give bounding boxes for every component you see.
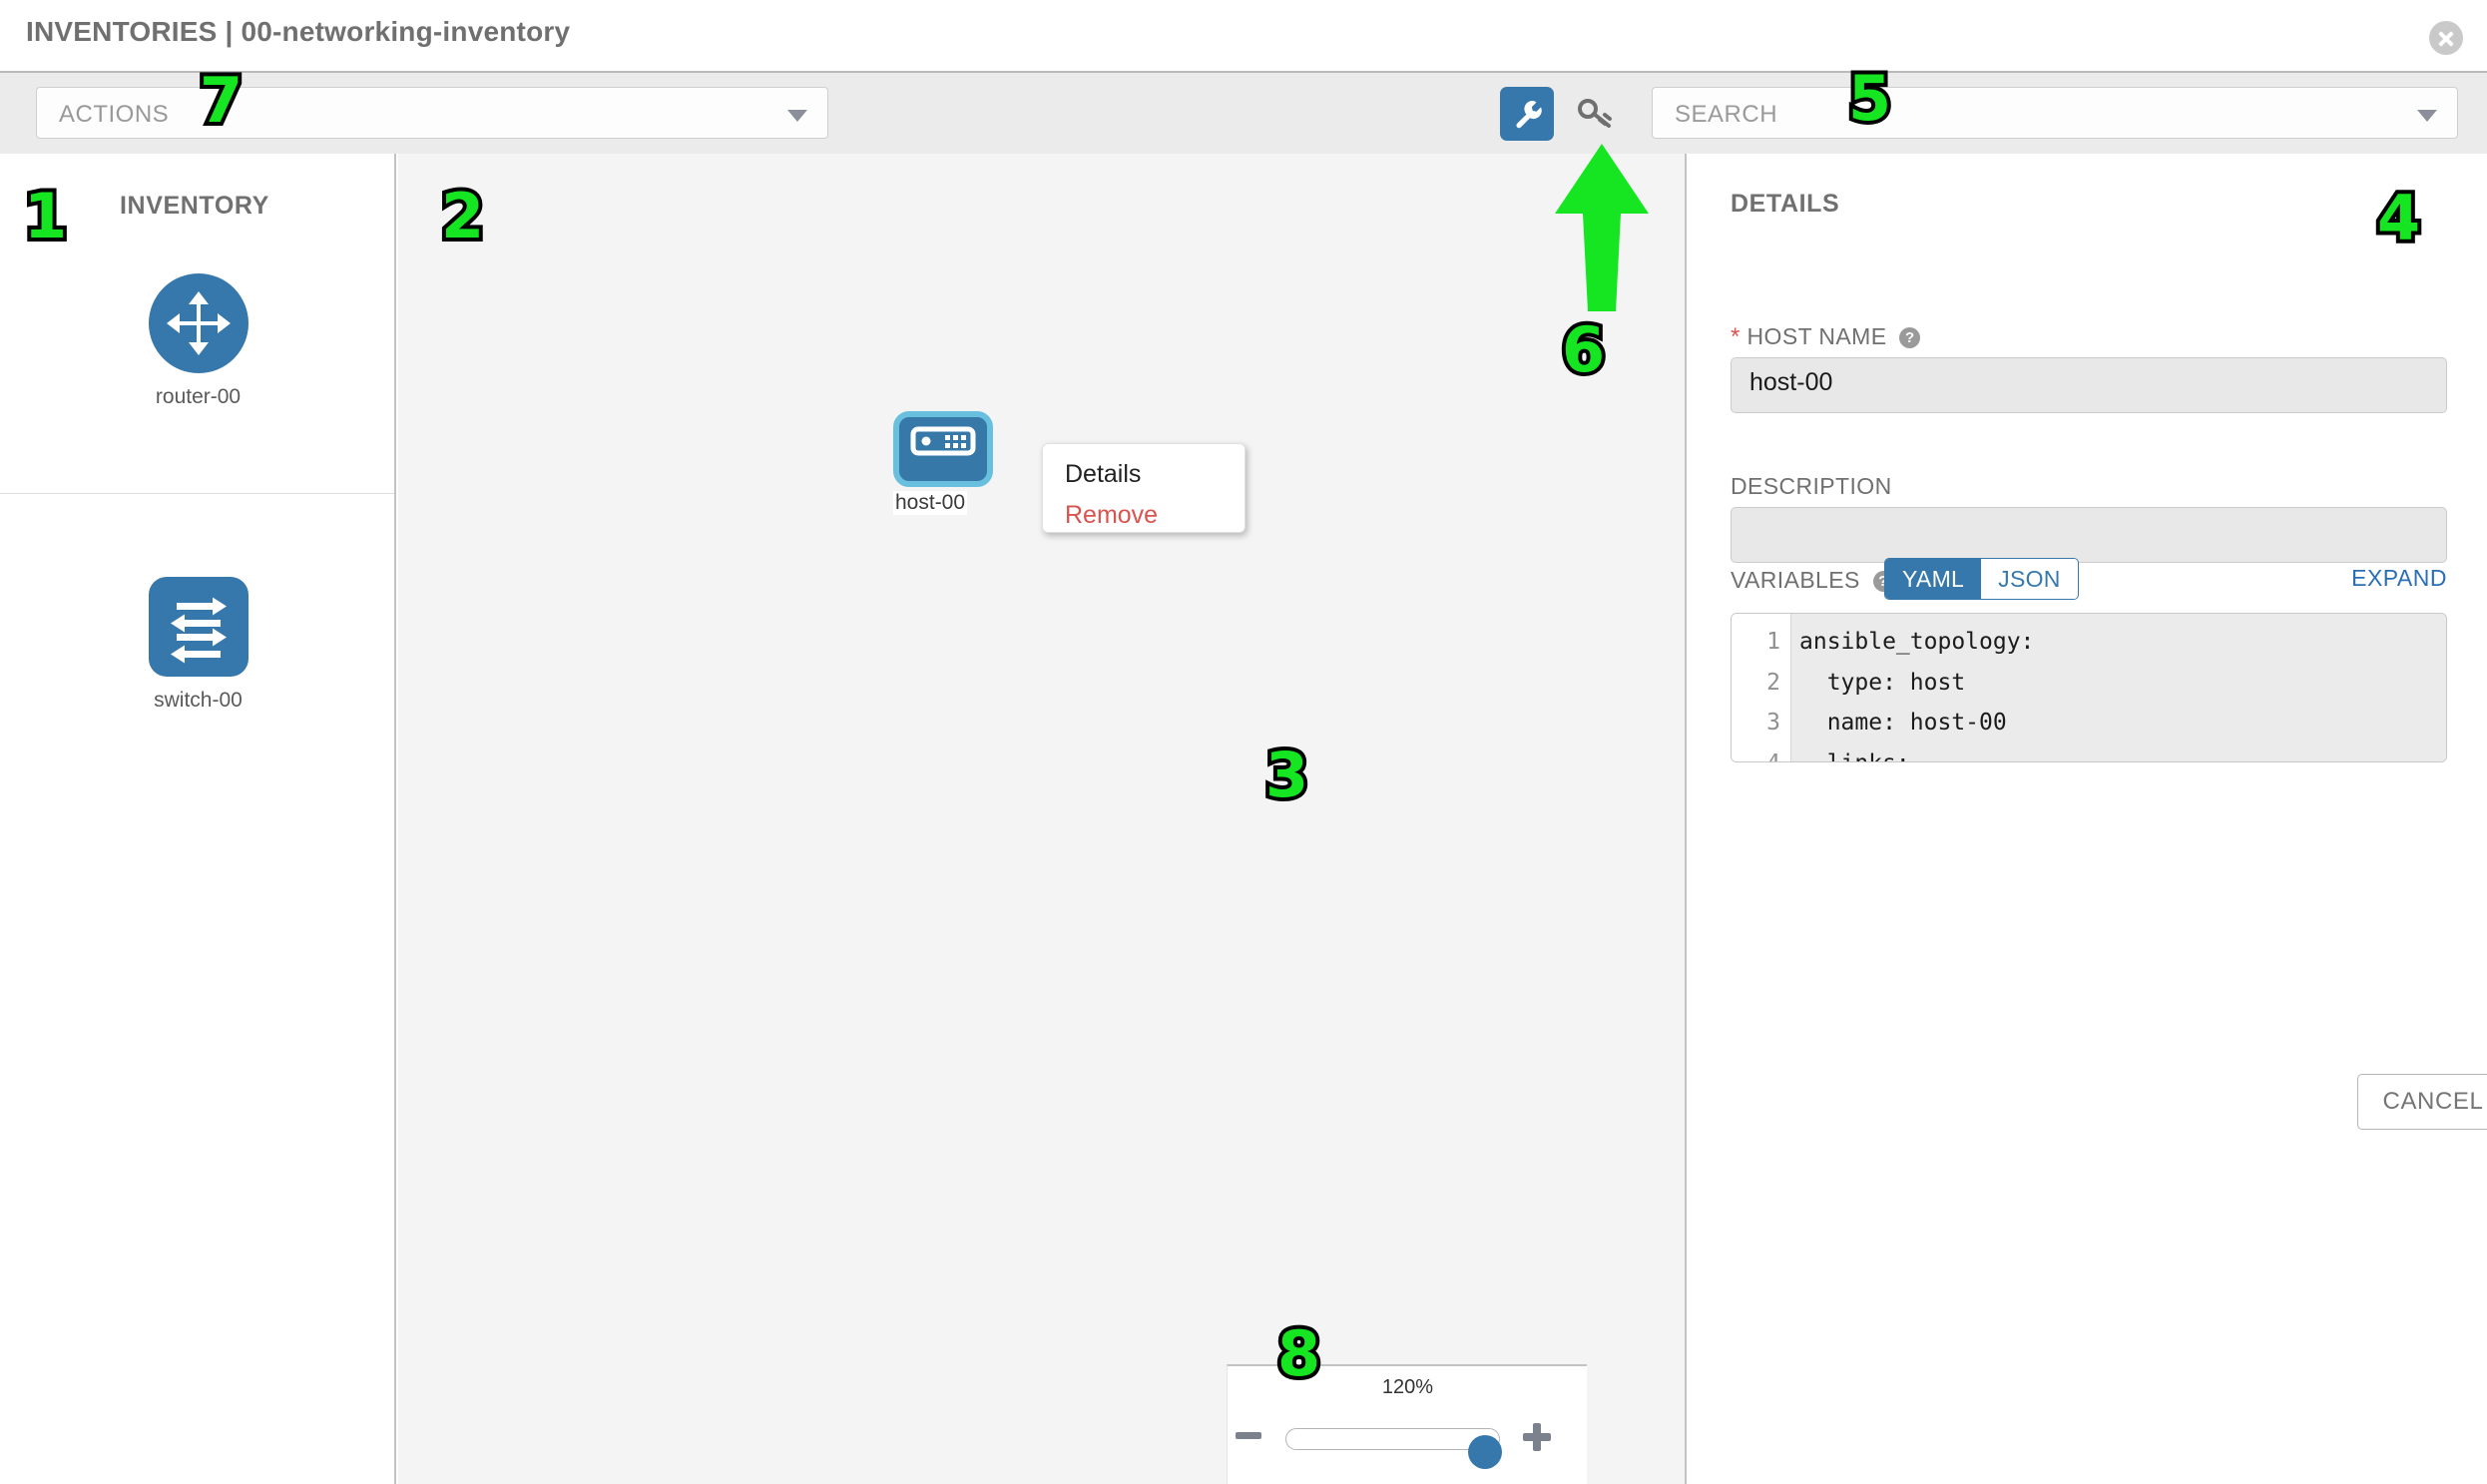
context-menu-item-details[interactable]: Details: [1065, 460, 1142, 488]
inventory-item-label: router-00: [155, 385, 242, 408]
actions-dropdown-label: ACTIONS: [59, 101, 170, 128]
annotation-marker-4: 4: [2373, 178, 2424, 258]
line-number: 2: [1766, 669, 1780, 696]
green-up-arrow-icon: [1555, 144, 1649, 311]
editor-code[interactable]: ansible_topology: type: host name: host-…: [1791, 614, 2446, 761]
switch-icon: [148, 577, 249, 677]
wrench-button[interactable]: [1500, 87, 1554, 141]
host-name-label: * HOST NAME ?: [1731, 323, 1921, 351]
zoom-control-panel: 120%: [1227, 1364, 1587, 1484]
server-icon: [893, 411, 993, 487]
format-yaml-button[interactable]: YAML: [1885, 559, 1982, 599]
host-name-field[interactable]: host-00: [1731, 357, 2447, 413]
expand-link[interactable]: EXPAND: [2351, 565, 2447, 591]
close-icon[interactable]: [2429, 21, 2463, 55]
key-button[interactable]: [1575, 95, 1615, 133]
context-menu-item-remove[interactable]: Remove: [1065, 501, 1159, 529]
annotation-marker-2: 2: [437, 176, 488, 256]
details-panel: DETAILS * HOST NAME ? host-00 DESCRIPTIO…: [1689, 154, 2487, 1484]
host-name-label-text: HOST NAME: [1746, 323, 1887, 349]
context-menu[interactable]: Details Remove: [1042, 443, 1245, 533]
canvas-node-label: host-00: [893, 491, 968, 515]
search-placeholder: SEARCH: [1675, 101, 1778, 128]
inventory-panel: INVENTORY router-00: [0, 154, 396, 1484]
zoom-level-value: 120%: [1381, 1376, 1434, 1398]
line-number: 1: [1766, 629, 1780, 655]
zoom-slider[interactable]: [1285, 1428, 1502, 1469]
annotation-marker-7: 7: [196, 60, 247, 141]
description-label: DESCRIPTION: [1731, 473, 1892, 500]
annotation-marker-6: 6: [1558, 309, 1609, 390]
line-number: 3: [1766, 710, 1780, 736]
main-content: INVENTORY router-00: [0, 154, 2487, 1484]
help-icon[interactable]: ?: [1899, 327, 1921, 348]
inventory-item-label: switch-00: [154, 689, 243, 712]
details-panel-title: DETAILS: [1731, 190, 1840, 218]
topology-canvas[interactable]: host-00 Details Remove 120%: [398, 154, 1687, 1484]
code-line: ansible_topology:: [1799, 629, 2035, 655]
chevron-down-icon: [787, 110, 807, 122]
variables-editor[interactable]: 1 2 3 4 5 6 7 ansible_topology: type: ho…: [1731, 613, 2447, 762]
description-field[interactable]: [1731, 507, 2447, 563]
title-bar: INVENTORIES | 00-networking-inventory: [0, 0, 2487, 71]
variables-label-text: VARIABLES: [1731, 567, 1860, 593]
variables-label: VARIABLES ?: [1731, 567, 1894, 594]
host-name-value: host-00: [1749, 368, 1833, 396]
toolbar: ACTIONS SEARCH: [0, 71, 2487, 154]
description-label-text: DESCRIPTION: [1731, 473, 1892, 499]
key-icon: [1578, 99, 1612, 128]
router-icon: [148, 273, 249, 373]
zoom-slider-row: [1228, 1416, 1588, 1469]
code-line: links:: [1799, 743, 2446, 762]
variables-format-toggle[interactable]: YAML JSON: [1884, 558, 2079, 600]
annotation-marker-3: 3: [1261, 735, 1312, 815]
editor-gutter: 1 2 3 4 5 6 7: [1732, 614, 1791, 761]
cancel-button[interactable]: CANCEL: [2357, 1074, 2487, 1130]
annotation-marker-1: 1: [20, 176, 71, 256]
code-line: name: host-00: [1799, 710, 2007, 736]
actions-dropdown[interactable]: ACTIONS: [36, 87, 828, 139]
inventory-item-router[interactable]: router-00: [0, 273, 396, 409]
search-input[interactable]: SEARCH: [1652, 87, 2458, 139]
zoom-in-icon[interactable]: [1523, 1423, 1551, 1451]
inventory-item-switch[interactable]: switch-00: [0, 577, 396, 713]
annotation-marker-5: 5: [1844, 58, 1895, 139]
required-asterisk: *: [1731, 323, 1741, 350]
zoom-out-icon[interactable]: [1236, 1432, 1261, 1439]
format-json-button[interactable]: JSON: [1981, 559, 2078, 599]
chevron-down-icon: [2417, 110, 2437, 122]
inventory-panel-title: INVENTORY: [120, 192, 269, 220]
line-number: 4: [1732, 743, 1780, 762]
canvas-node-host[interactable]: host-00: [887, 411, 999, 515]
code-line: type: host: [1799, 669, 1966, 696]
wrench-icon: [1516, 100, 1542, 129]
divider: [0, 493, 394, 494]
annotation-marker-8: 8: [1273, 1313, 1324, 1394]
page-title: INVENTORIES | 00-networking-inventory: [26, 16, 571, 47]
zoom-slider-thumb[interactable]: [1468, 1435, 1502, 1469]
